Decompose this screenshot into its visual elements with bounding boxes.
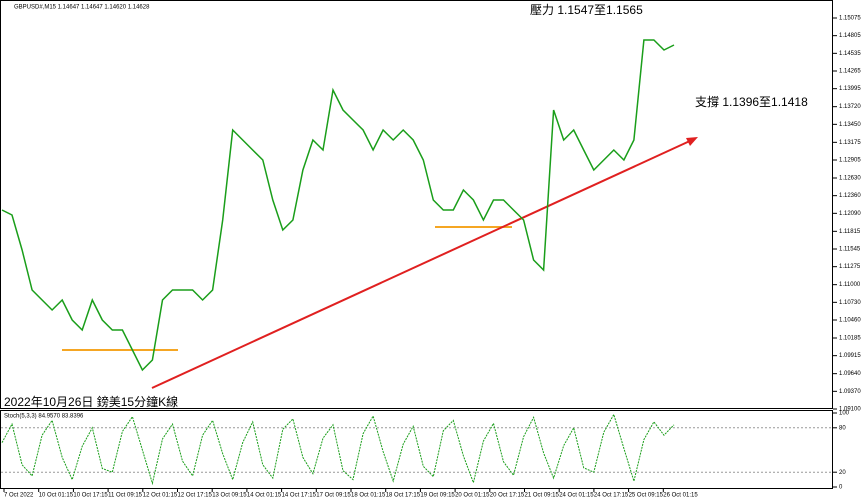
x-tick-label: 7 Oct 2022 [4,493,34,499]
y-tick-label: 1.14535 [839,51,861,57]
x-tick-label: 13 Oct 09:15 [212,493,247,499]
x-tick-label: 26 Oct 01:15 [663,493,698,499]
y-tick-label: 1.09640 [839,371,861,377]
stoch-tick-label: 0 [839,485,843,491]
x-tick-label: 18 Oct 01:15 [351,493,386,499]
x-tick-label: 14 Oct 17:15 [282,493,317,499]
stoch-label: Stoch(5,3,3) 84.9570 83.8396 [4,414,84,420]
y-tick-label: 1.11000 [839,282,861,288]
x-tick-label: 21 Oct 09:15 [525,493,560,499]
stoch-tick-label: 20 [839,470,846,476]
annotation: 支撐 1.1396至1.1418 [695,95,808,109]
x-tick-label: 12 Oct 17:15 [178,493,213,499]
stoch-tick-label: 80 [839,425,846,431]
y-tick-label: 1.13995 [839,86,861,92]
price-panel [0,0,833,409]
y-tick-label: 1.13720 [839,104,861,110]
x-tick-label: 24 Oct 01:15 [559,493,594,499]
x-tick-label: 20 Oct 01:15 [455,493,490,499]
x-tick-label: 20 Oct 17:15 [490,493,525,499]
y-tick-label: 1.09100 [839,407,861,413]
y-tick-label: 1.10185 [839,336,861,342]
y-tick-label: 1.11275 [839,264,861,270]
x-tick-label: 25 Oct 09:15 [629,493,664,499]
y-tick-label: 1.10460 [839,318,861,324]
x-tick-label: 17 Oct 09:15 [316,493,351,499]
y-tick-label: 1.11545 [839,247,861,253]
y-tick-label: 1.09915 [839,353,861,359]
y-tick-label: 1.14265 [839,69,861,75]
annotation: 2022年10月26日 鎊美15分鐘K線 [4,394,178,409]
annotation: 壓力 1.1547至1.1565 [530,3,643,17]
y-tick-label: 1.15075 [839,16,861,22]
y-tick-label: 1.12630 [839,176,861,182]
price-line [1,39,675,372]
trend-arrow [686,137,698,146]
y-tick-label: 1.12360 [839,193,861,199]
y-tick-label: 1.14805 [839,33,861,39]
x-tick-label: 19 Oct 09:15 [420,493,455,499]
y-tick-label: 1.12905 [839,158,861,164]
x-tick-label: 18 Oct 17:15 [386,493,421,499]
y-tick-label: 1.13175 [839,140,861,146]
stoch-tick-label: 100 [839,411,850,417]
stoch-line [1,413,675,486]
x-tick-label: 12 Oct 01:15 [143,493,178,499]
x-tick-label: 24 Oct 17:15 [594,493,629,499]
stoch-panel [0,410,833,489]
chart-title: GBPUSD#,M15 1.14647 1.14647 1.14620 1.14… [14,5,150,11]
trend-line [151,139,693,389]
y-tick-label: 1.13450 [839,122,861,128]
x-tick-label: 14 Oct 01:15 [247,493,282,499]
y-tick-label: 1.10730 [839,300,861,306]
y-tick-label: 1.11815 [839,229,861,235]
y-tick-label: 1.12090 [839,211,861,217]
x-tick-label: 10 Oct 17:15 [73,493,108,499]
y-tick-label: 1.09370 [839,389,861,395]
x-tick-label: 11 Oct 09:15 [108,493,143,499]
x-tick-label: 10 Oct 01:15 [39,493,74,499]
